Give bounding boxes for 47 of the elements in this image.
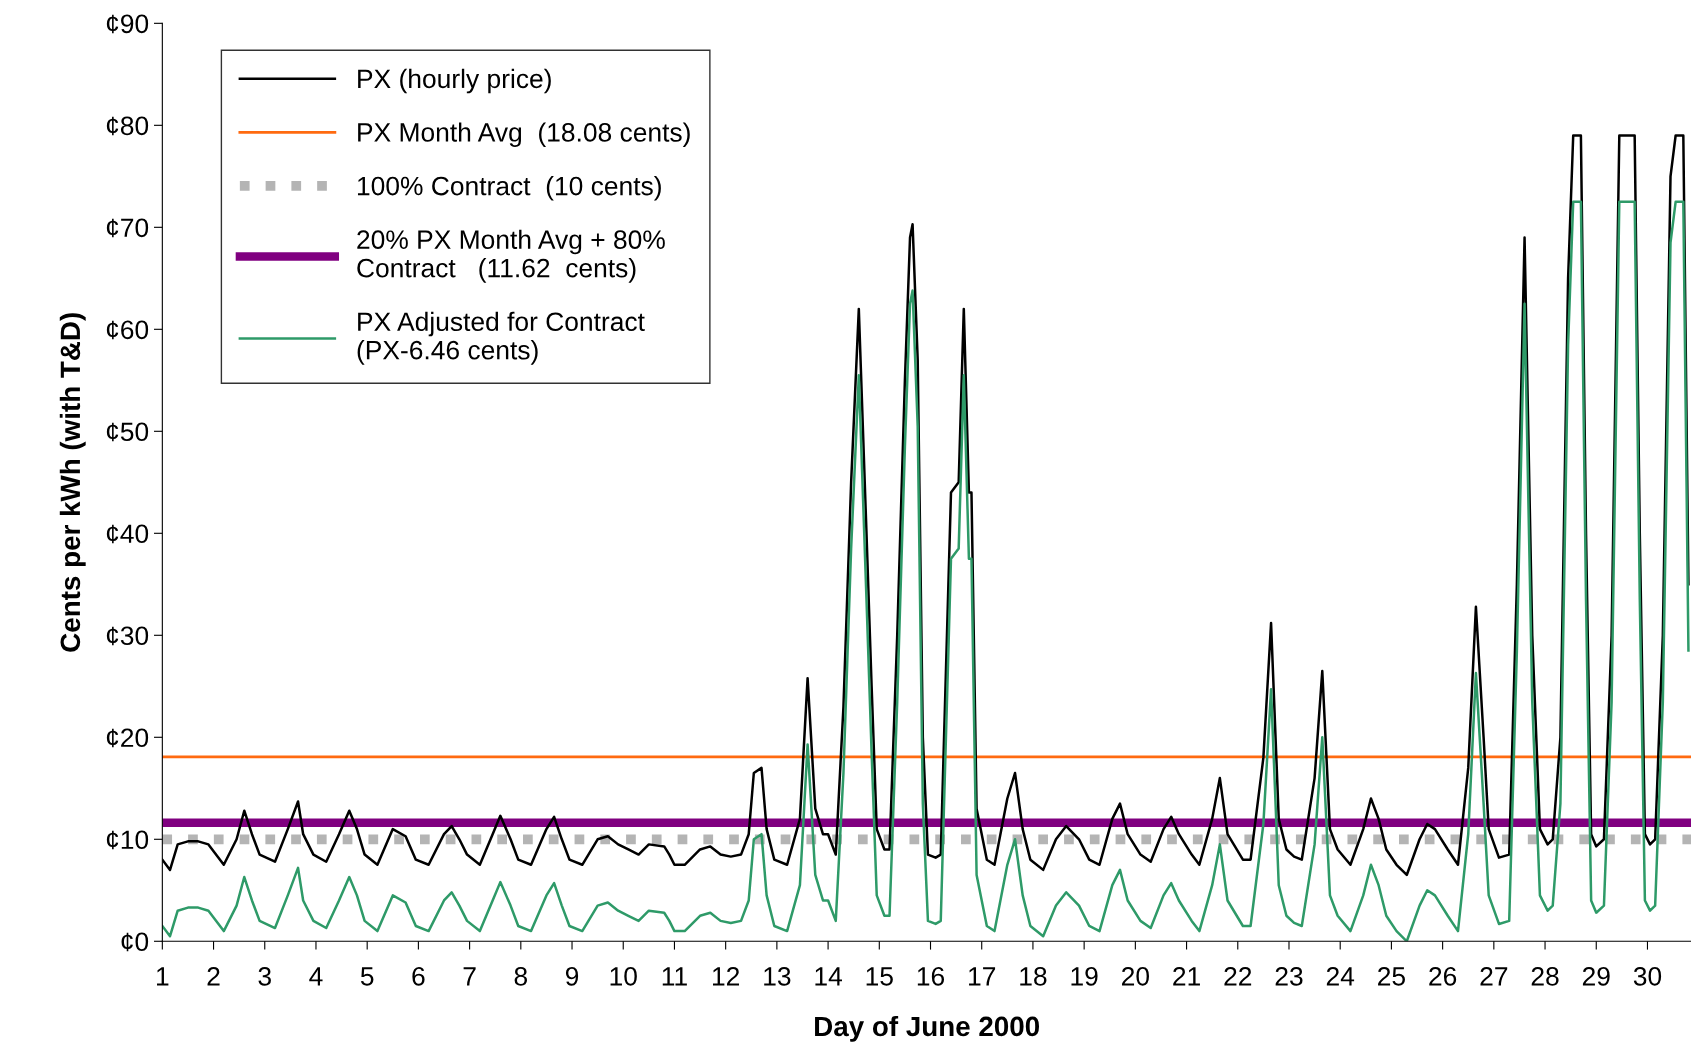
y-tick-label: ¢30 xyxy=(106,626,149,646)
x-tick-label: 28 xyxy=(1531,966,1559,986)
x-tick-label: 8 xyxy=(514,966,528,986)
x-tick-label: 4 xyxy=(309,967,323,986)
x-tick-label: 2 xyxy=(207,966,220,986)
legend-label: 20% PX Month Avg + 80% Contract (11.62 cents) xyxy=(357,229,665,283)
y-tick-label: ¢90 xyxy=(106,14,149,34)
x-tick-label: 30 xyxy=(1633,966,1662,986)
x-tick-label: 7 xyxy=(463,967,476,986)
x-tick-label: 22 xyxy=(1224,966,1252,986)
y-axis-title: Cents per kWh (with T&D) xyxy=(59,313,86,652)
x-tick-label: 13 xyxy=(764,966,791,986)
x-tick-label: 16 xyxy=(917,966,945,986)
y-tick-label: ¢0 xyxy=(121,932,149,952)
x-tick-label: 6 xyxy=(412,966,425,986)
x-tick-label: 17 xyxy=(969,967,996,986)
x-tick-label: 3 xyxy=(258,966,271,986)
legend-label: PX Month Avg (18.08 cents) xyxy=(358,122,690,147)
x-tick-label: 14 xyxy=(815,967,842,986)
x-tick-label: 26 xyxy=(1429,966,1457,986)
x-tick-label: 21 xyxy=(1173,966,1200,986)
x-tick-label: 12 xyxy=(713,966,740,986)
legend-label: 100% Contract (10 cents) xyxy=(357,176,661,201)
y-tick-label: ¢80 xyxy=(106,116,149,136)
y-tick-label: ¢70 xyxy=(106,218,149,238)
y-tick-label: ¢40 xyxy=(106,524,149,544)
x-tick-label: 27 xyxy=(1480,966,1508,986)
legend-label: PX (hourly price) xyxy=(358,68,551,94)
legend-label: PX Adjusted for Contract (PX-6.46 cents) xyxy=(357,311,645,365)
y-tick-label: ¢60 xyxy=(106,320,149,340)
x-tick-label: 23 xyxy=(1275,966,1303,986)
x-tick-label: 1 xyxy=(157,967,169,986)
x-tick-label: 29 xyxy=(1582,966,1610,986)
x-tick-label: 10 xyxy=(610,966,637,986)
x-tick-label: 9 xyxy=(565,966,579,986)
y-tick-label: ¢20 xyxy=(106,728,149,748)
x-tick-label: 25 xyxy=(1378,966,1405,986)
y-tick-label: ¢50 xyxy=(106,422,149,442)
x-tick-label: 19 xyxy=(1071,966,1098,986)
x-axis-title: Day of June 2000 xyxy=(815,1015,1040,1042)
x-tick-label: 18 xyxy=(1020,966,1047,986)
x-tick-label: 5 xyxy=(360,967,374,986)
y-tick-label: ¢10 xyxy=(106,830,149,850)
x-tick-label: 11 xyxy=(662,967,687,986)
x-tick-label: 20 xyxy=(1122,966,1149,986)
x-tick-label: 24 xyxy=(1326,966,1355,986)
x-tick-label: 15 xyxy=(866,967,893,986)
